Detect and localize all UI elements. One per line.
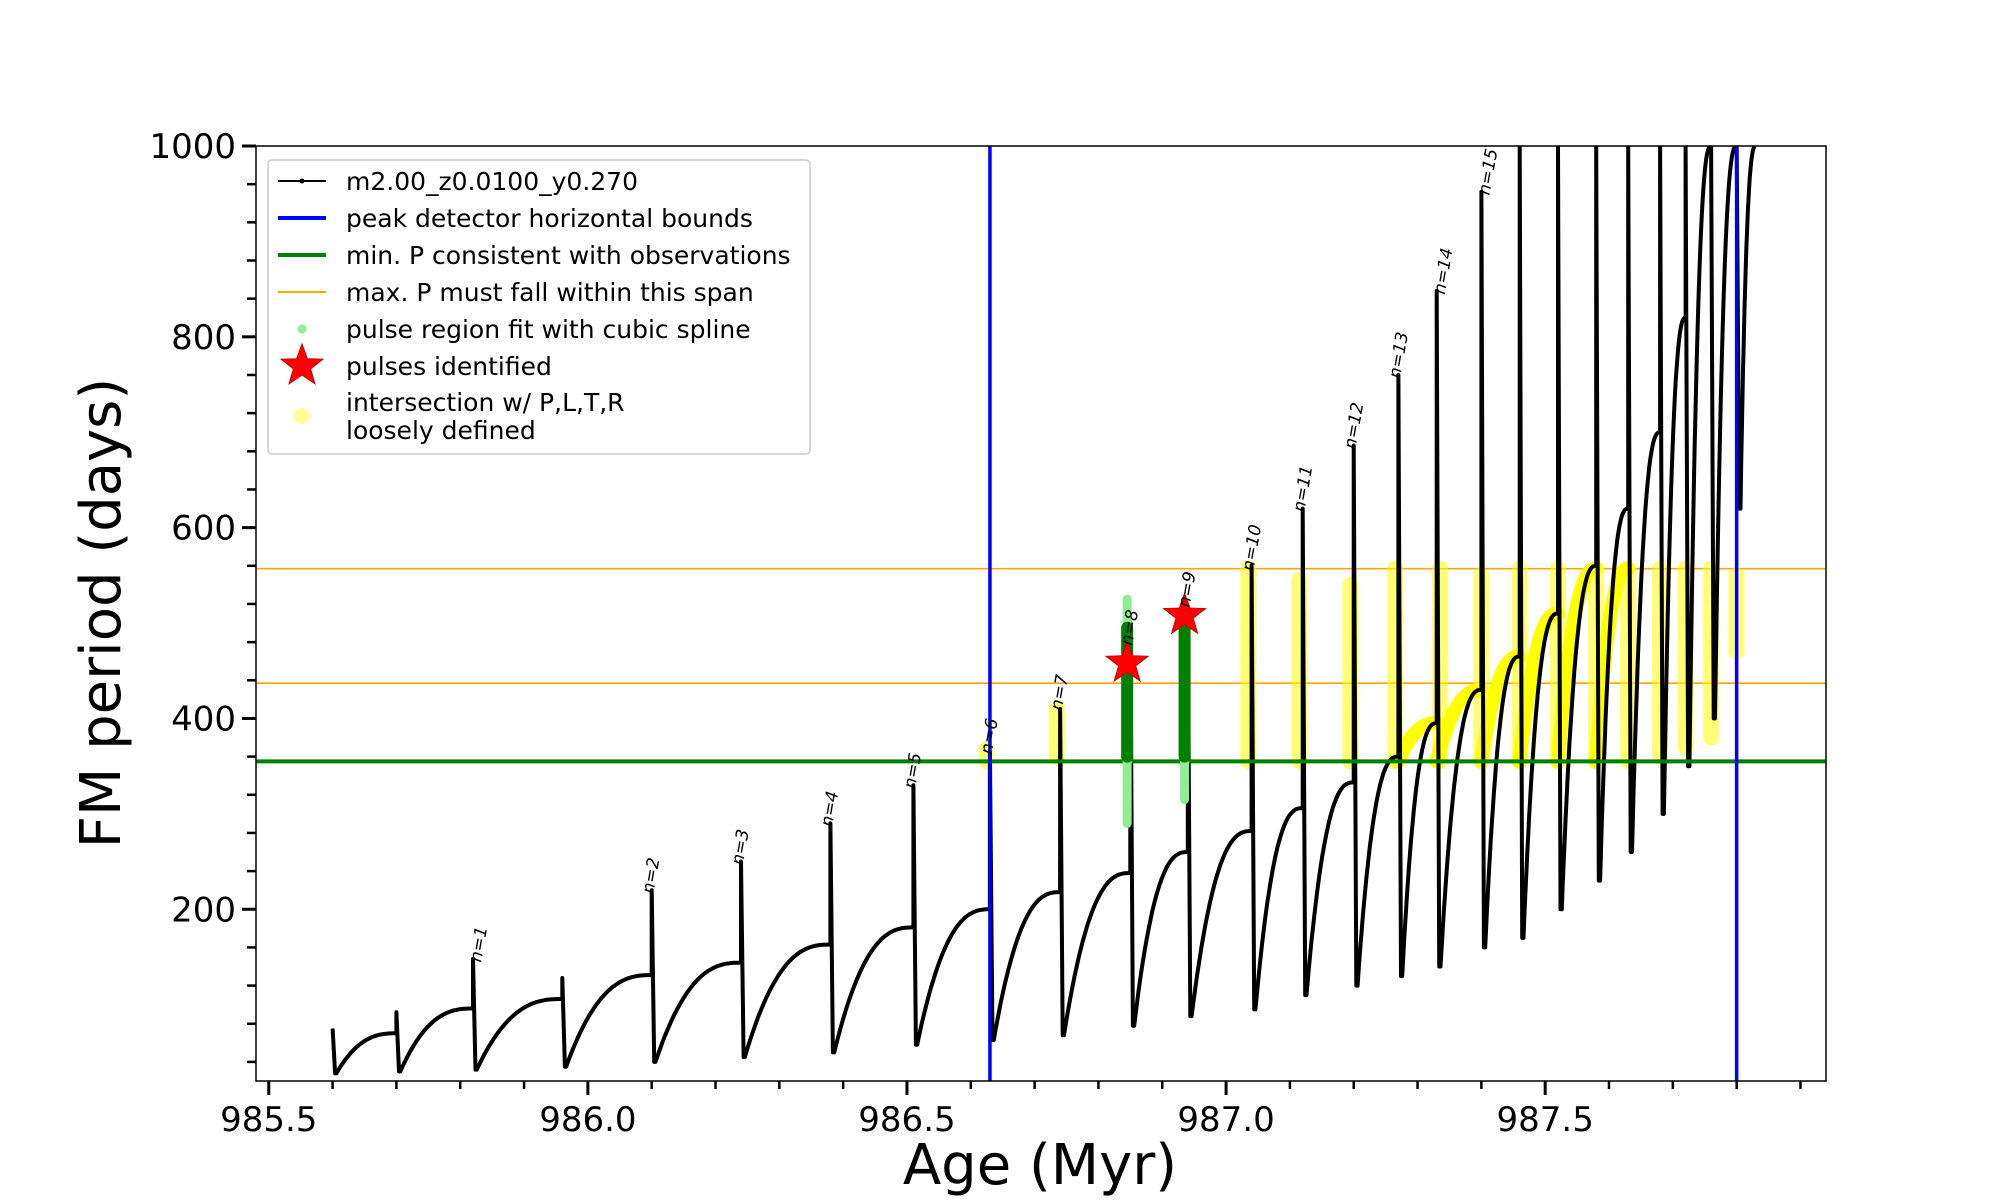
x-tick-label-5: 987.5 bbox=[1497, 1100, 1594, 1140]
y-tick-label-5: 1000 bbox=[149, 127, 236, 167]
model-series-line bbox=[330, 146, 1758, 1076]
legend-handle-intersection bbox=[294, 408, 310, 424]
y-tick-label-3: 600 bbox=[171, 509, 236, 549]
pulse-identified-star-2 bbox=[1162, 591, 1207, 635]
legend-handle-spline-dot bbox=[297, 324, 307, 334]
x-tick-label-1: 985.5 bbox=[220, 1100, 317, 1140]
legend-label-7: intersection w/ P,L,T,R bbox=[346, 388, 625, 417]
pulse-identified-star-1 bbox=[1104, 639, 1150, 683]
legend-label-3: min. P consistent with observations bbox=[346, 241, 791, 270]
y-tick-label-4: 800 bbox=[171, 318, 236, 358]
x-tick-label-2: 986.0 bbox=[539, 1100, 636, 1140]
x-tick-label-4: 987.0 bbox=[1177, 1100, 1274, 1140]
legend-box bbox=[267, 159, 811, 455]
legend-label-5: pulse region fit with cubic spline bbox=[346, 315, 751, 344]
x-tick-label-3: 986.5 bbox=[858, 1100, 955, 1140]
legend-label-1: m2.00_z0.0100_y0.270 bbox=[346, 167, 638, 196]
legend-label-2: peak detector horizontal bounds bbox=[346, 204, 753, 233]
legend-handle-series-marker bbox=[299, 178, 305, 184]
legend-handle-star bbox=[279, 342, 325, 385]
legend-label-7-line2: loosely defined bbox=[346, 416, 536, 445]
legend-label-6: pulses identified bbox=[346, 352, 552, 381]
y-tick-label-2: 400 bbox=[171, 699, 236, 739]
plot-area-frame bbox=[255, 145, 1827, 1082]
x-axis-title: Age (Myr) bbox=[903, 1133, 1177, 1198]
y-axis-title: FM period (days) bbox=[69, 378, 134, 848]
legend-label-4: max. P must fall within this span bbox=[346, 278, 754, 307]
y-tick-label-1: 200 bbox=[171, 890, 236, 930]
